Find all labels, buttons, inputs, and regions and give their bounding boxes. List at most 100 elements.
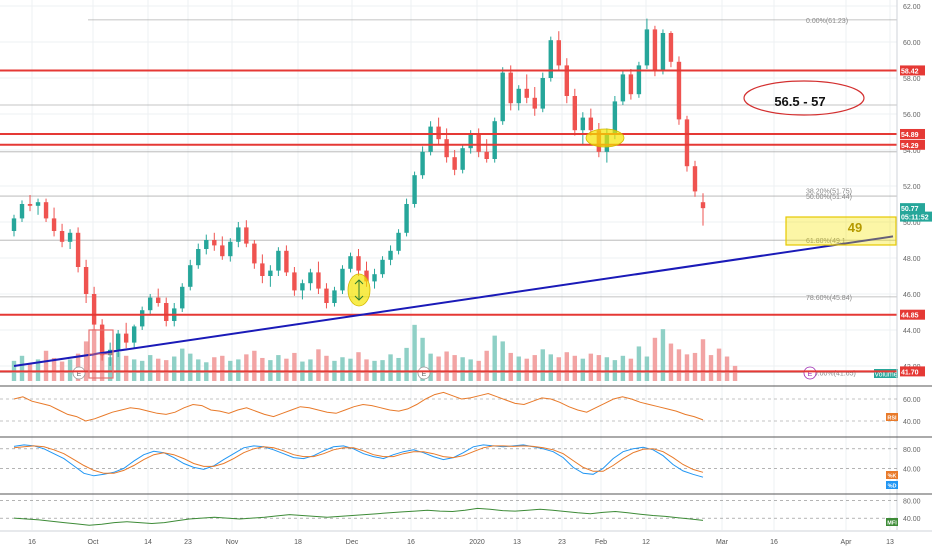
candle-body[interactable] [220,245,225,257]
candle-body[interactable] [51,218,57,231]
candle-body[interactable] [115,333,121,350]
trendline[interactable] [13,235,894,367]
candle-body[interactable] [420,151,425,176]
candle-body[interactable] [356,256,361,271]
candle-body[interactable] [59,231,65,242]
candle-body[interactable] [500,72,505,122]
candle-body[interactable] [284,250,289,273]
candle-body[interactable] [468,133,473,149]
candle-body[interactable] [75,232,81,267]
candle-body[interactable] [484,151,489,159]
earnings-marker-icon[interactable] [803,366,817,380]
candle-body[interactable] [404,204,409,233]
candle-body[interactable] [540,78,545,109]
candle-body[interactable] [268,270,273,276]
candle-body[interactable] [260,263,265,276]
price-tag[interactable] [900,211,932,222]
candle-body[interactable] [99,324,105,356]
candle-body[interactable] [476,133,481,152]
candle-body[interactable] [316,272,321,289]
price-tag[interactable] [900,65,925,76]
candle-body[interactable] [67,232,73,242]
candle-body[interactable] [508,72,513,104]
candle-body[interactable] [524,88,529,98]
candle-body[interactable] [131,326,137,343]
price-tag[interactable] [900,139,925,150]
candle-body[interactable] [83,267,89,294]
candle-body[interactable] [444,139,449,158]
candle-body[interactable] [43,202,49,219]
candle-body[interactable] [428,126,433,152]
candle-body[interactable] [300,283,305,291]
candle-body[interactable] [580,117,586,131]
candle-body[interactable] [652,29,658,71]
target-ellipse[interactable] [743,80,865,116]
candle-body[interactable] [276,250,281,271]
candle-body[interactable] [412,175,417,204]
candle-body[interactable] [396,232,401,251]
candle-body[interactable] [196,249,201,266]
candle-body[interactable] [692,166,698,192]
price-tag[interactable] [900,128,925,139]
candle-body[interactable] [684,119,690,167]
candle-body[interactable] [668,33,674,62]
earnings-marker-icon[interactable] [417,366,431,380]
candle-body[interactable] [436,126,441,140]
candle-body[interactable] [236,227,241,242]
candle-body[interactable] [588,117,594,131]
candle-body[interactable] [212,240,217,246]
candle-body[interactable] [324,288,329,303]
price-tag[interactable] [900,309,925,320]
candle-body[interactable] [332,290,337,303]
candle-body[interactable] [628,74,634,95]
candle-body[interactable] [548,40,553,78]
candle-body[interactable] [492,121,497,159]
price-tag[interactable] [900,366,925,377]
candle-body[interactable] [19,204,25,219]
candle-body[interactable] [612,101,618,134]
candle-body[interactable] [204,240,209,249]
candle-body[interactable] [340,268,345,291]
highlight-box[interactable] [785,216,897,246]
candle-body[interactable] [244,227,249,244]
candle-body[interactable] [636,65,642,95]
candle-body[interactable] [348,256,353,269]
candle-body[interactable] [644,29,650,66]
candle-body[interactable] [123,333,129,343]
candle-body[interactable] [188,265,193,287]
candle-body[interactable] [372,274,377,282]
candle-body[interactable] [308,272,313,284]
candle-body[interactable] [228,241,233,257]
candle-body[interactable] [676,61,682,120]
indicator-line[interactable] [13,507,704,526]
candle-body[interactable] [292,272,297,291]
candle-body[interactable] [252,243,257,264]
candle-body[interactable] [700,202,706,209]
highlight-ellipse[interactable] [585,128,625,148]
candle-body[interactable] [11,218,17,231]
earnings-marker-icon[interactable] [72,366,86,380]
candle-body[interactable] [452,157,457,170]
indicator-line[interactable] [13,391,704,422]
candle-body[interactable] [27,204,33,206]
candle-body[interactable] [620,74,626,102]
candle-body[interactable] [660,33,666,71]
indicator-line[interactable] [13,445,704,474]
candle-body[interactable] [35,202,41,206]
candle-body[interactable] [156,297,161,303]
candle-body[interactable] [556,40,561,66]
candle-body[interactable] [364,270,369,282]
candle-body[interactable] [180,286,185,309]
candle-body[interactable] [91,294,97,325]
candle-body[interactable] [164,303,169,321]
candle-body[interactable] [380,259,385,275]
candle-body[interactable] [564,65,570,96]
candle-body[interactable] [147,297,153,311]
candle-body[interactable] [139,310,145,327]
candle-body[interactable] [572,96,578,131]
candle-body[interactable] [388,250,393,260]
candle-body[interactable] [532,97,537,109]
candle-body[interactable] [460,148,465,170]
